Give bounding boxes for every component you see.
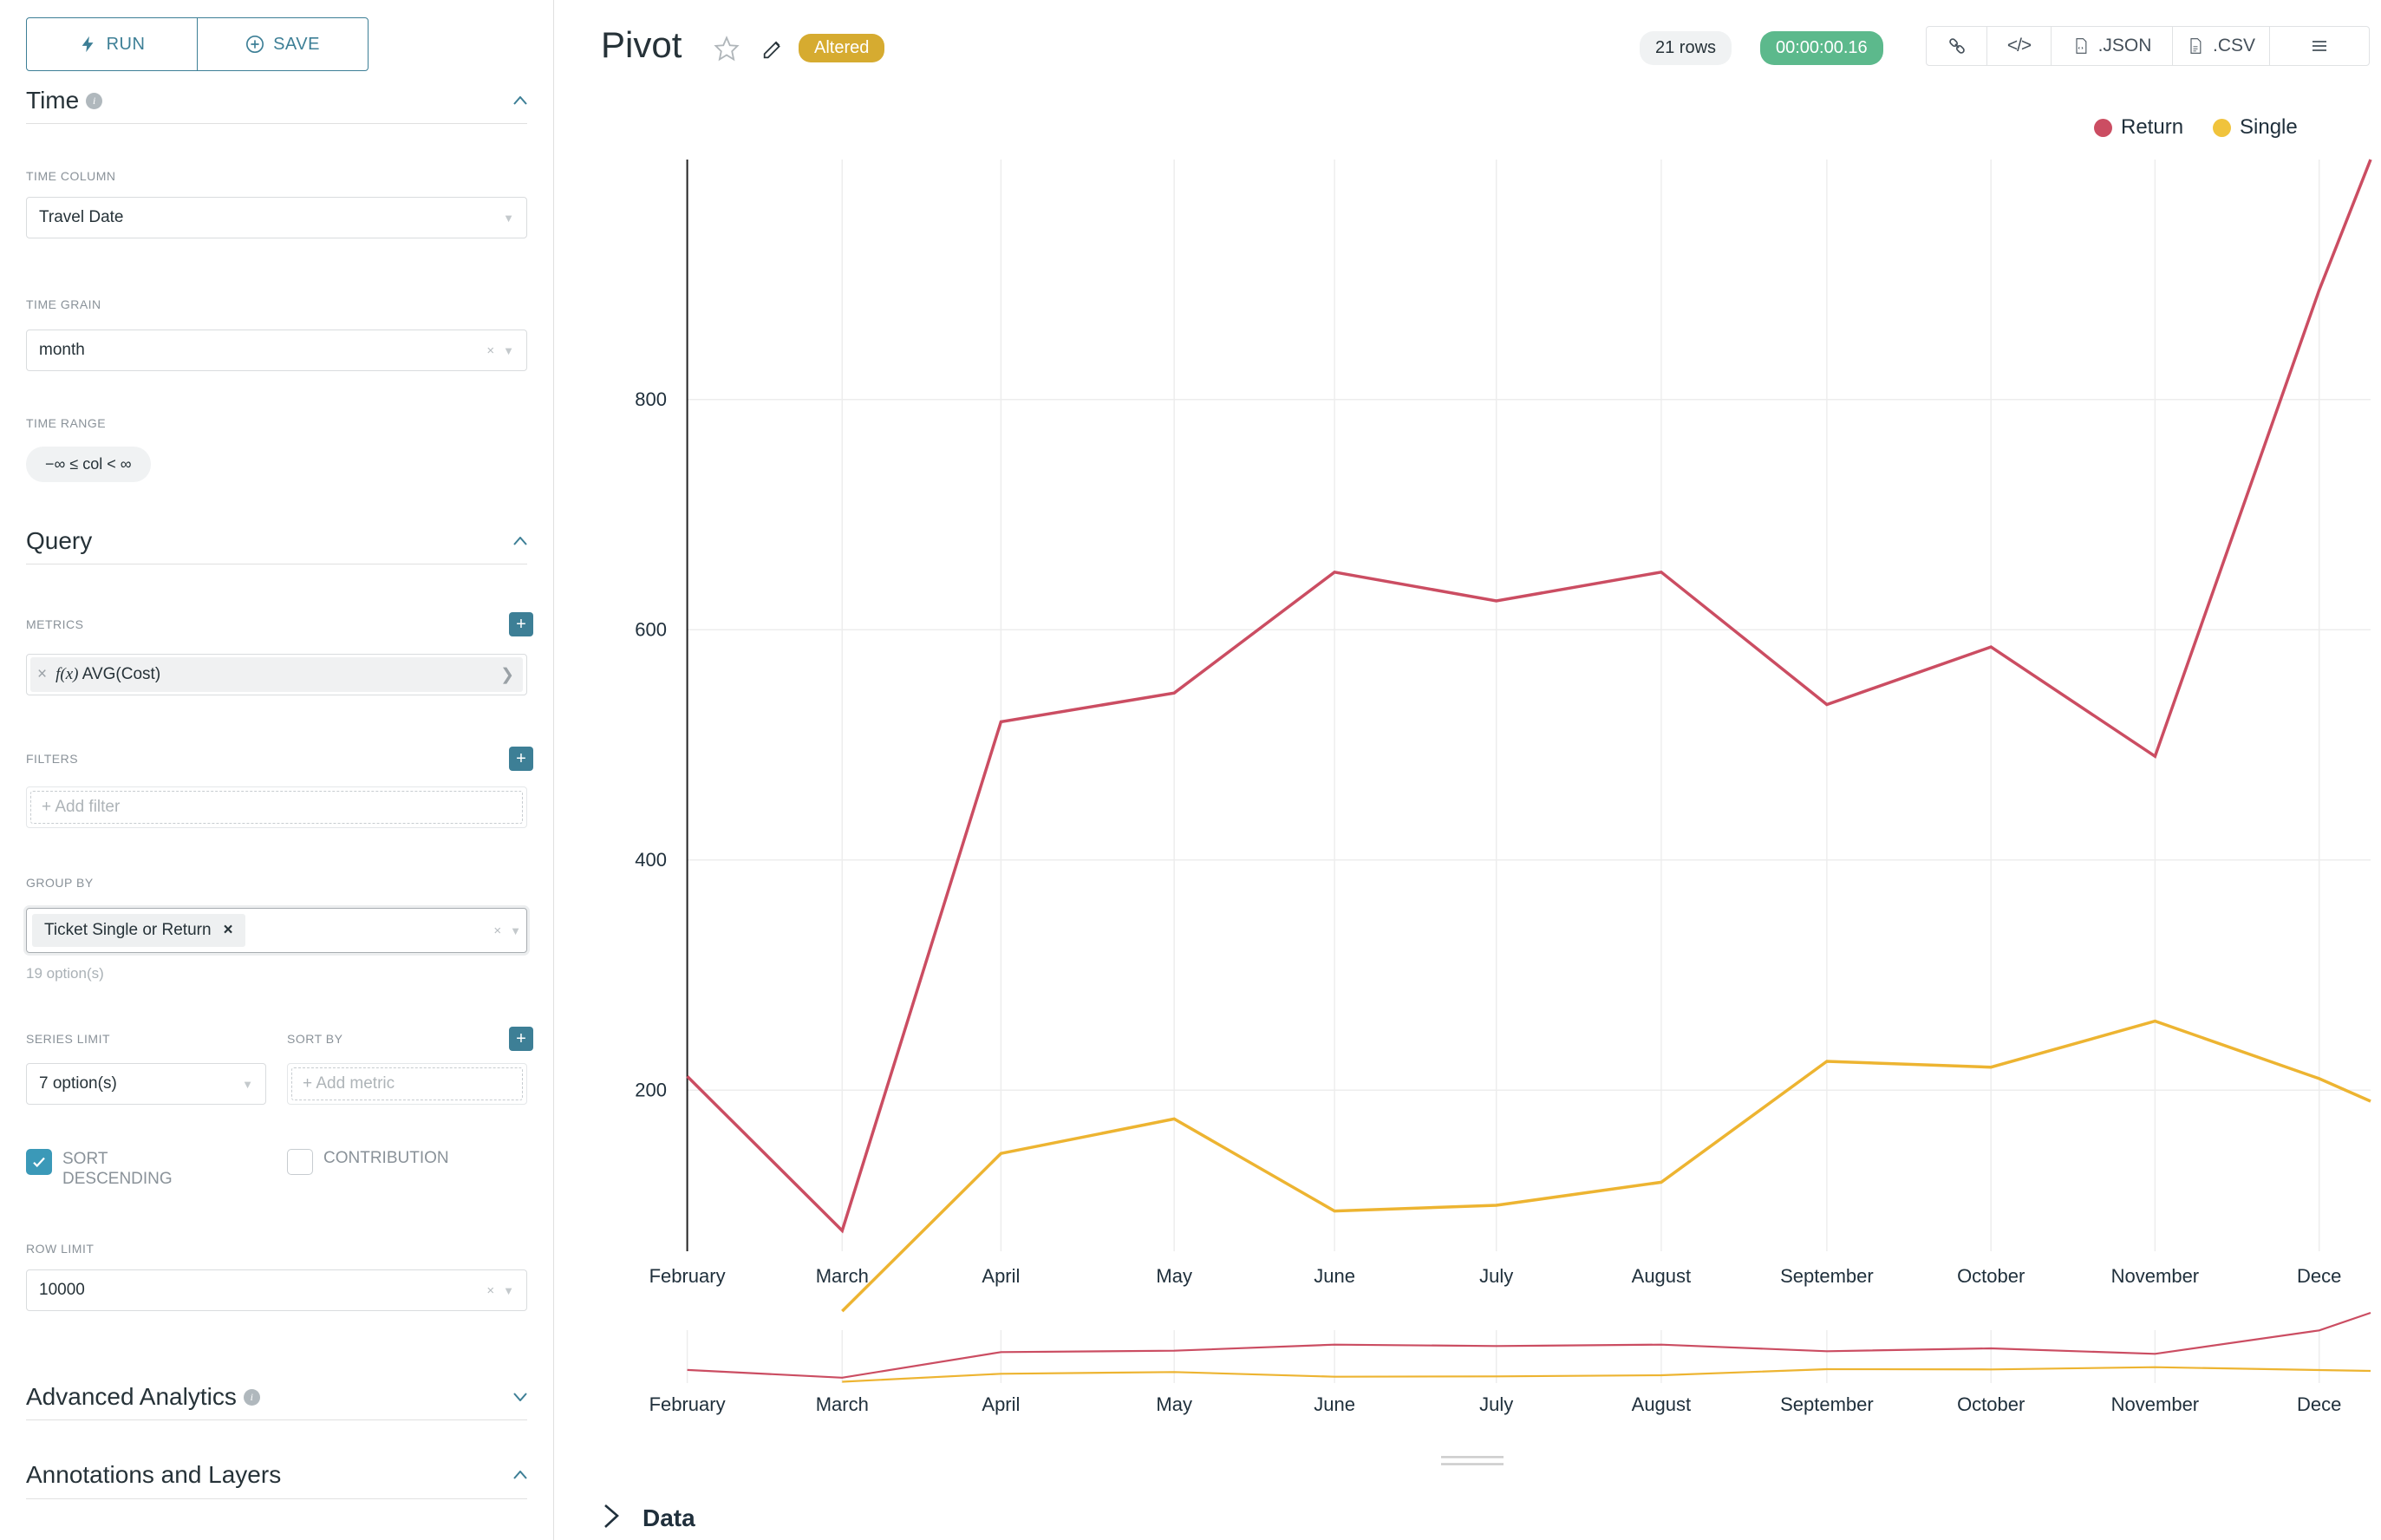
svg-text:February: February xyxy=(649,1393,726,1415)
svg-text:November: November xyxy=(2111,1393,2199,1415)
svg-text:400: 400 xyxy=(635,849,667,871)
svg-text:July: July xyxy=(1479,1393,1513,1415)
svg-text:March: March xyxy=(816,1393,869,1415)
svg-text:October: October xyxy=(1957,1265,2025,1287)
svg-text:Data: Data xyxy=(643,1504,695,1531)
svg-text:October: October xyxy=(1957,1393,2025,1415)
svg-text:Dece: Dece xyxy=(2297,1265,2341,1287)
svg-text:February: February xyxy=(649,1265,726,1287)
svg-text:September: September xyxy=(1780,1393,1874,1415)
svg-text:August: August xyxy=(1632,1393,1692,1415)
svg-text:November: November xyxy=(2111,1265,2199,1287)
svg-text:600: 600 xyxy=(635,619,667,641)
svg-text:March: March xyxy=(816,1265,869,1287)
svg-text:Dece: Dece xyxy=(2297,1393,2341,1415)
svg-text:June: June xyxy=(1314,1393,1355,1415)
svg-text:200: 200 xyxy=(635,1080,667,1101)
svg-text:May: May xyxy=(1156,1393,1192,1415)
svg-text:800: 800 xyxy=(635,388,667,410)
svg-text:September: September xyxy=(1780,1265,1874,1287)
svg-text:May: May xyxy=(1156,1265,1192,1287)
svg-text:April: April xyxy=(982,1265,1020,1287)
svg-text:July: July xyxy=(1479,1265,1513,1287)
svg-text:June: June xyxy=(1314,1265,1355,1287)
svg-text:August: August xyxy=(1632,1265,1692,1287)
svg-text:April: April xyxy=(982,1393,1020,1415)
